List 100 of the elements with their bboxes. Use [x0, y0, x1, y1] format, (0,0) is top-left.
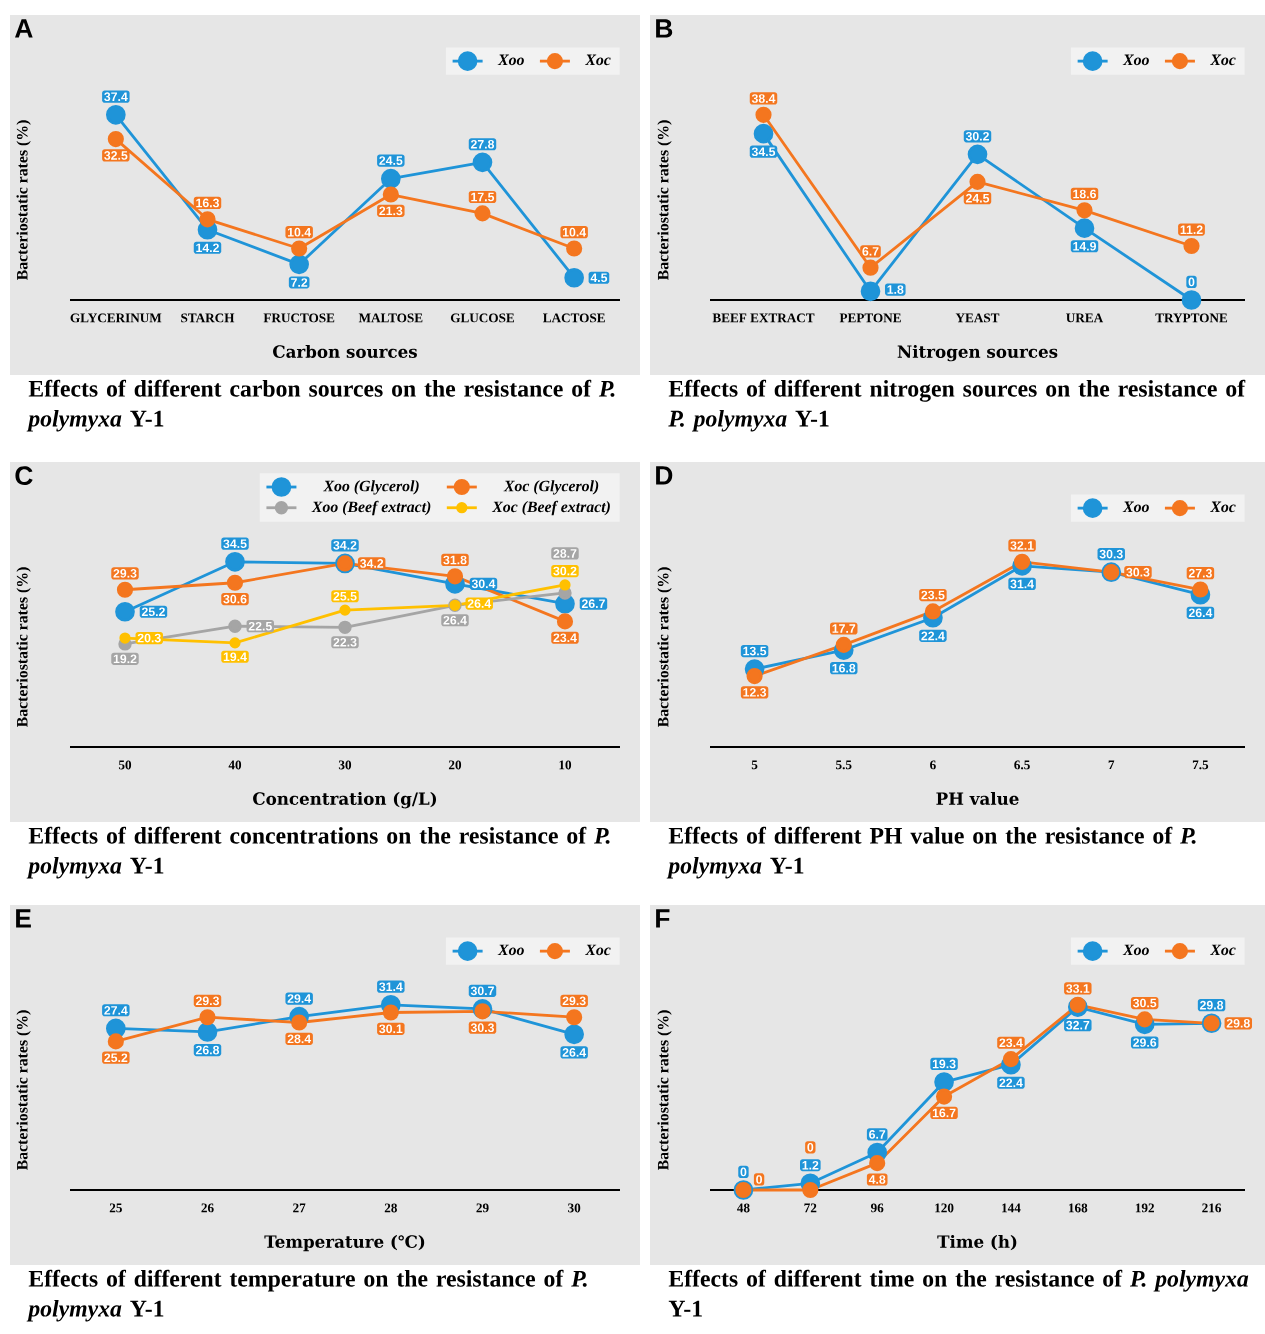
y-axis-title: Bacteriostatic rates (%): [16, 120, 31, 281]
data-label: 32.5: [104, 151, 128, 160]
legend-label: Xoc: [584, 54, 611, 66]
x-tick-label: 50: [118, 760, 132, 770]
data-label: 29.6: [1133, 1038, 1157, 1047]
data-label: 16.3: [196, 198, 220, 208]
x-axis-title: Time (h): [937, 1234, 1017, 1251]
data-label: 26.4: [1188, 608, 1213, 618]
x-tick-label: 5: [751, 760, 758, 770]
data-label: 29.8: [1226, 1018, 1250, 1028]
x-tick-label: 27: [293, 1203, 306, 1213]
legend-label: Xoo: [1122, 501, 1149, 513]
data-label: 30.7: [470, 986, 494, 996]
data-label: 1.2: [802, 1160, 819, 1170]
data-label: 17.5: [471, 192, 495, 202]
data-label: 0: [807, 1142, 814, 1152]
text: D: [656, 466, 673, 485]
data-label: 22.5: [248, 621, 272, 631]
y-axis-title: Bacteriostatic rates (%): [16, 1010, 31, 1171]
x-tick-label: UREA: [1066, 313, 1104, 323]
data-label: 13.5: [743, 646, 767, 656]
data-label: 16.8: [832, 663, 856, 673]
text: Effects of different nitrogen sources on the resistance of P. polymyxa Y-1: [668, 379, 1246, 432]
y-axis-title: Bacteriostatic rates (%): [16, 567, 31, 728]
data-label: 0: [1188, 277, 1195, 287]
data-label: 22.4: [921, 631, 945, 641]
data-label: 34.5: [751, 147, 776, 157]
data-label: 30.4: [471, 579, 496, 589]
text: A: [15, 19, 33, 38]
data-label: 22.3: [333, 637, 357, 647]
data-label: 24.5: [965, 193, 990, 203]
data-label: 16.7: [932, 1108, 956, 1118]
data-label: 19.4: [223, 652, 247, 662]
data-label: 26.8: [195, 1045, 220, 1055]
chart-title: Effects of different carbon sources on the resistance of P. polymyxa Y-1: [26, 379, 615, 432]
data-label: 27.3: [1188, 568, 1212, 578]
data-label: 29.4: [287, 994, 312, 1003]
data-label: 30.2: [553, 566, 577, 576]
x-tick-label: YEAST: [955, 313, 1000, 323]
data-label: 34.2: [333, 540, 357, 550]
y-axis-title: Bacteriostatic rates (%): [657, 120, 672, 281]
legend-label: Xoo (Beef extract): [311, 500, 431, 516]
x-tick-label: 20: [448, 760, 462, 770]
data-label: 10.4: [562, 227, 587, 237]
x-tick-label: MALTOSE: [358, 313, 423, 323]
data-label: 23.4: [999, 1038, 1023, 1048]
legend-label: Xoo: [1122, 944, 1149, 956]
data-label: 33.1: [1066, 984, 1090, 993]
data-label: 26.7: [581, 599, 605, 609]
x-tick-label: 72: [804, 1203, 817, 1213]
data-label: 11.2: [1180, 225, 1203, 234]
data-label: 14.9: [1073, 241, 1096, 251]
data-label: 6.7: [869, 1130, 886, 1139]
data-label: 29.8: [1200, 1000, 1224, 1010]
x-tick-label: 168: [1068, 1203, 1088, 1213]
x-tick-label: GLUCOSE: [450, 313, 515, 323]
data-label: 4.8: [868, 1175, 886, 1184]
data-label: 1.8: [887, 285, 904, 294]
x-tick-label: 7: [1108, 760, 1115, 770]
data-label: 34.5: [223, 539, 247, 549]
x-axis-title: PH value: [936, 792, 1019, 805]
x-tick-label: GLYCERINUM: [70, 313, 162, 323]
data-label: 21.3: [379, 206, 403, 216]
data-label: 23.4: [553, 633, 577, 643]
data-label: 31.4: [1010, 579, 1034, 589]
x-axis-title: Nitrogen sources: [897, 344, 1058, 362]
x-tick-label: 30: [338, 760, 352, 770]
data-label: 10.4: [287, 227, 312, 237]
legend-label: Xoc: [1209, 54, 1236, 66]
x-tick-label: 144: [1002, 1203, 1021, 1213]
data-label: 38.4: [751, 94, 776, 103]
data-label: 30.6: [223, 594, 247, 604]
data-label: 30.3: [470, 1023, 495, 1033]
legend-label: Xoo (Glycerol): [323, 480, 419, 495]
data-label: 27.8: [470, 139, 495, 149]
data-label: 22.4: [999, 1078, 1023, 1088]
x-tick-label: 28: [384, 1203, 397, 1213]
x-axis-title: Carbon sources: [273, 344, 417, 358]
legend-label: Xoc (Beef extract): [491, 500, 610, 516]
legend-label: Xoo: [497, 944, 524, 956]
legend-label: Xoo: [497, 54, 524, 66]
x-tick-label: 120: [935, 1203, 954, 1213]
text: F: [656, 909, 670, 928]
x-tick-label: 7.5: [1192, 760, 1209, 770]
x-tick-label: 192: [1135, 1203, 1154, 1213]
x-tick-label: LACTOSE: [543, 313, 605, 323]
data-label: 19.2: [113, 654, 137, 664]
data-label: 30.1: [379, 1024, 403, 1034]
x-tick-label: 10: [559, 760, 572, 770]
data-label: 29.3: [562, 996, 586, 1006]
data-label: 0: [756, 1175, 762, 1184]
x-tick-label: BEEF EXTRACT: [712, 313, 815, 323]
x-tick-label: 40: [228, 760, 242, 770]
data-label: 25.2: [141, 607, 165, 617]
data-label: 27.4: [104, 1006, 128, 1015]
data-label: 26.4: [467, 599, 492, 608]
data-label: 23.5: [921, 590, 945, 600]
y-axis-title: Bacteriostatic rates (%): [657, 1010, 672, 1171]
data-label: 28.4: [287, 1034, 312, 1044]
data-label: 12.3: [743, 688, 767, 697]
